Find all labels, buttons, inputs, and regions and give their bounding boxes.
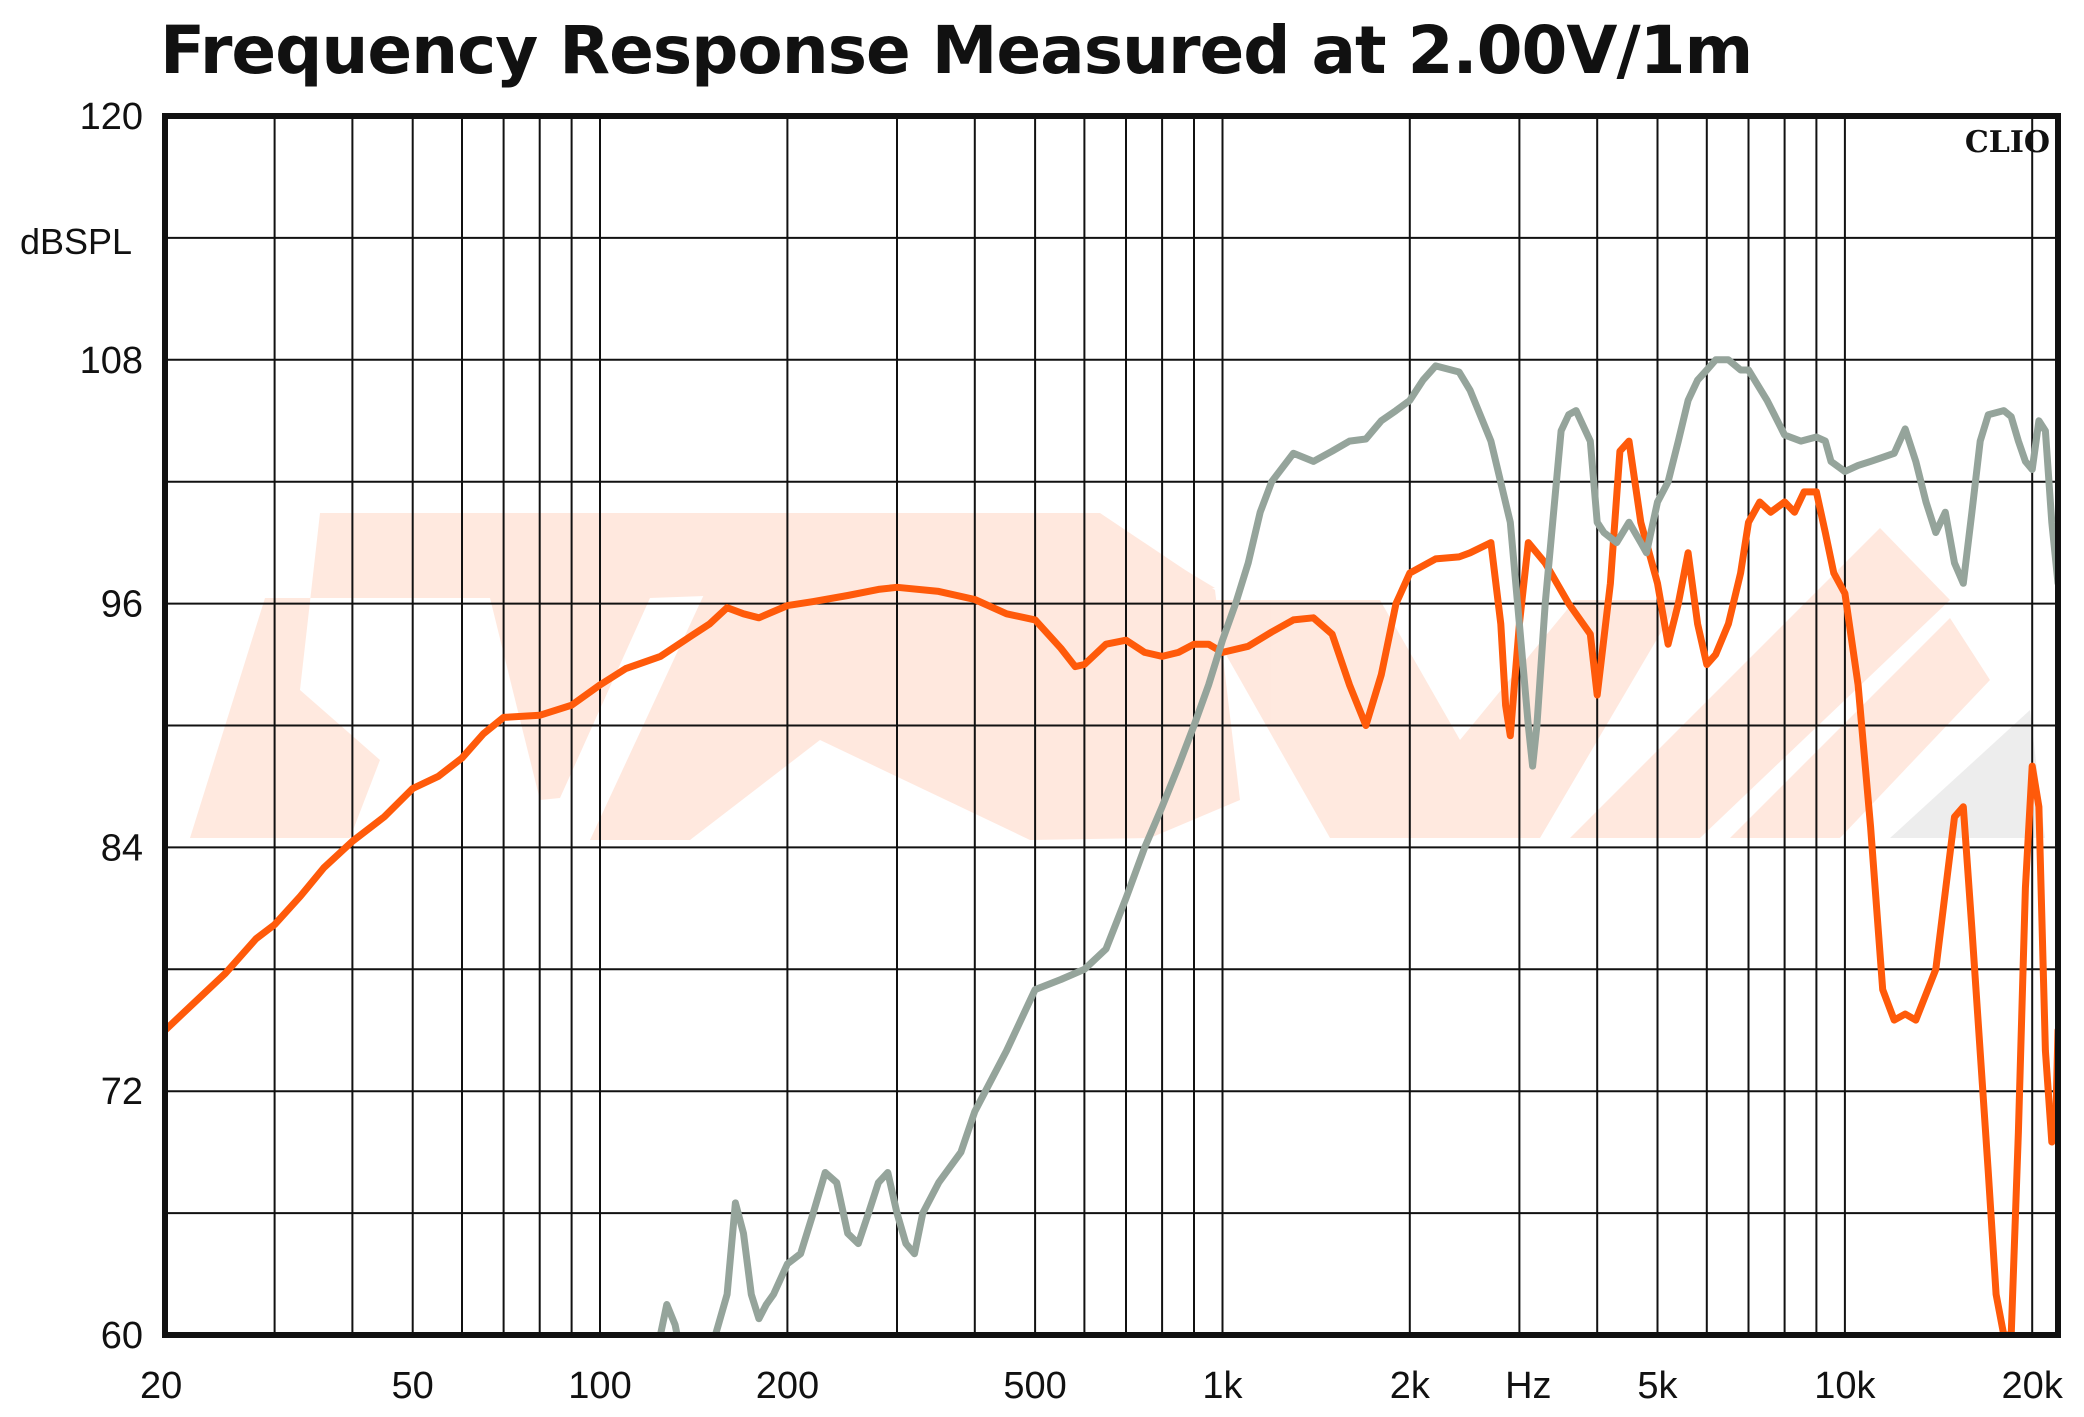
x-tick-label: 20k <box>2002 1365 2064 1407</box>
x-tick-label: 20 <box>140 1365 182 1407</box>
x-tick-label: 2k <box>1390 1365 1431 1407</box>
x-tick-label: 1k <box>1202 1365 1243 1407</box>
y-axis-unit-label: dBSPL <box>20 221 132 262</box>
x-tick-label: 500 <box>1003 1365 1066 1407</box>
brand-mark: CLIO <box>1965 125 2050 160</box>
y-tick-label: 84 <box>101 827 143 869</box>
y-tick-label: 72 <box>101 1071 143 1113</box>
x-unit-label: Hz <box>1505 1365 1551 1407</box>
y-tick-label: 108 <box>80 340 143 382</box>
plot-frame <box>162 113 2061 1338</box>
axis-labels: 120 108 96 84 72 60 20 50 100 200 500 1k 2k 5k 10k 20k H… <box>80 96 2064 1407</box>
x-tick-label: 100 <box>568 1365 631 1407</box>
watermark-stripe-3 <box>1890 710 2045 838</box>
x-tick-label: 10k <box>1814 1365 1876 1407</box>
watermark-letter-1 <box>190 513 1215 838</box>
series-layer <box>165 356 2058 1335</box>
watermark-logo <box>190 513 2045 840</box>
watermark-letter-2 <box>590 513 1240 840</box>
grid <box>165 116 2058 1335</box>
x-tick-label: 50 <box>392 1365 434 1407</box>
y-tick-label: 96 <box>101 584 143 626</box>
x-tick-label: 200 <box>756 1365 819 1407</box>
series-line-woofer <box>165 437 2058 1335</box>
watermark-letter-3 <box>1195 600 1680 838</box>
watermark-stripe-1 <box>1570 528 1950 838</box>
series-line-tweeter <box>656 356 2058 1335</box>
y-tick-label: 60 <box>101 1315 143 1357</box>
y-tick-label: 120 <box>80 96 143 138</box>
x-tick-label: 5k <box>1637 1365 1678 1407</box>
chart-title: Frequency Response Measured at 2.00V/1m <box>160 12 1753 89</box>
